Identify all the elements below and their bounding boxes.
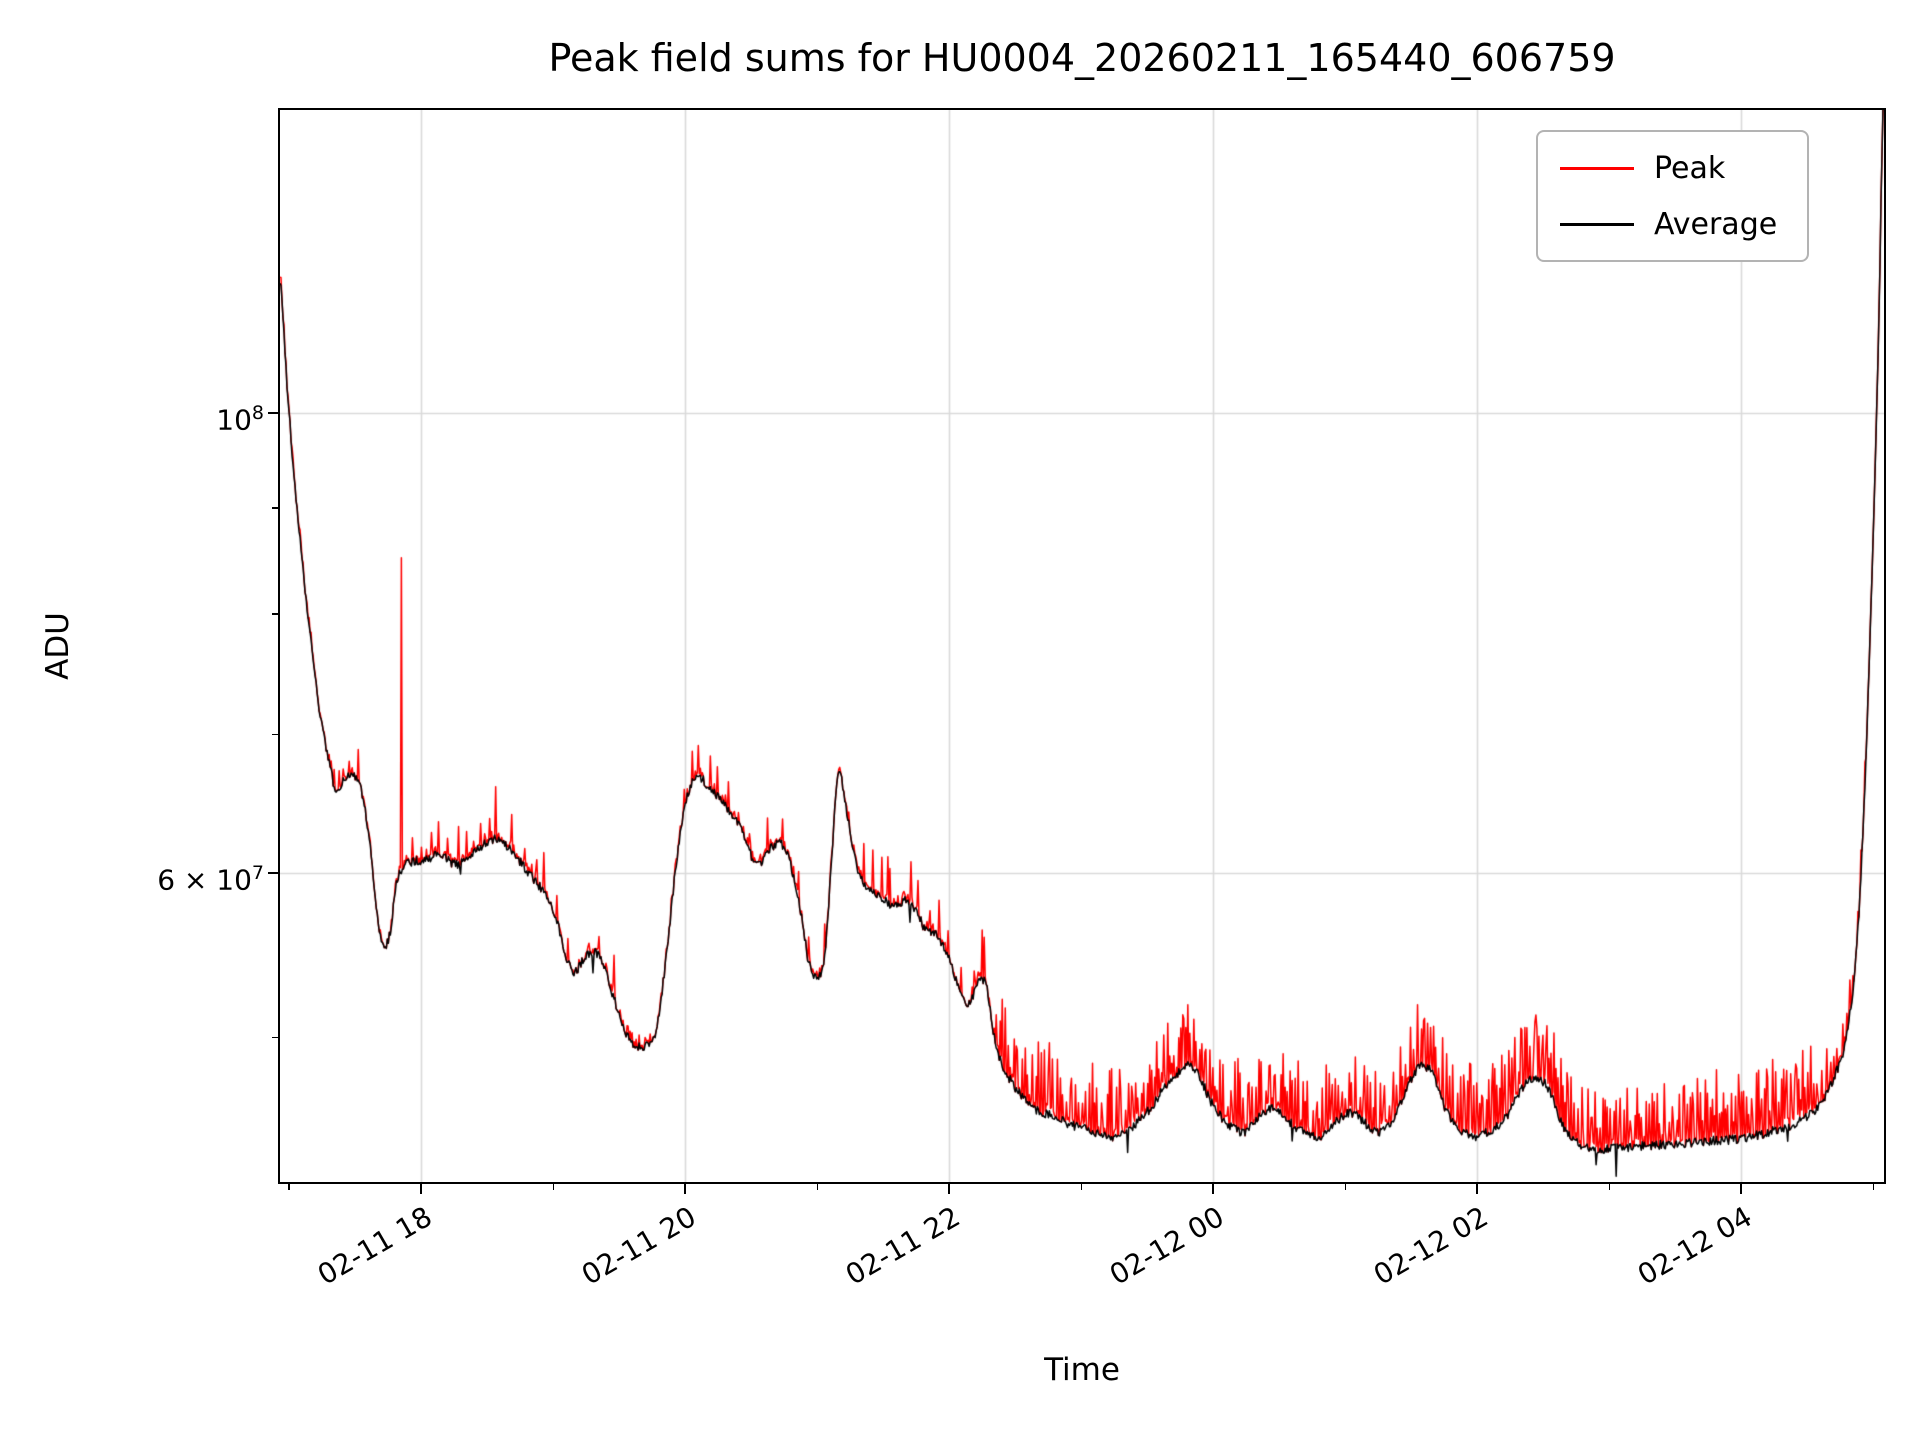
x-axis-label: Time xyxy=(1044,1352,1120,1388)
legend-entry-peak: Peak xyxy=(1560,146,1777,190)
x-tick-label: 02-11 20 xyxy=(576,1200,702,1292)
y-tick-mark xyxy=(268,872,278,875)
y-minor-tick-mark xyxy=(272,1036,278,1039)
average-line-sample xyxy=(1560,222,1634,226)
chart-title: Peak field sums for HU0004_20260211_1654… xyxy=(548,36,1616,80)
plot-canvas xyxy=(280,110,1884,1182)
legend-label-peak: Peak xyxy=(1654,150,1726,186)
x-minor-tick-mark xyxy=(1344,1184,1347,1190)
x-minor-tick-mark xyxy=(552,1184,555,1190)
x-tick-label: 02-11 22 xyxy=(840,1200,966,1292)
y-axis-label: ADU xyxy=(40,612,76,680)
x-tick-mark xyxy=(1212,1184,1215,1194)
x-tick-mark xyxy=(684,1184,687,1194)
x-tick-label: 02-12 00 xyxy=(1104,1200,1230,1292)
legend-label-average: Average xyxy=(1654,206,1778,242)
x-minor-tick-mark xyxy=(288,1184,290,1190)
legend: Peak Average xyxy=(1536,130,1810,262)
x-tick-label: 02-11 18 xyxy=(312,1200,438,1292)
x-tick-mark xyxy=(420,1184,423,1194)
y-minor-tick-mark xyxy=(272,733,278,736)
x-minor-tick-mark xyxy=(1608,1184,1611,1190)
plot-area xyxy=(278,108,1886,1184)
peak-line-sample xyxy=(1560,166,1634,170)
legend-entry-average: Average xyxy=(1560,202,1777,246)
y-tick-mark xyxy=(268,412,278,415)
x-tick-mark xyxy=(1740,1184,1743,1194)
x-tick-label: 02-12 04 xyxy=(1632,1200,1758,1292)
x-tick-mark xyxy=(948,1184,951,1194)
x-minor-tick-mark xyxy=(816,1184,819,1190)
x-tick-mark xyxy=(1476,1184,1479,1194)
y-minor-tick-mark xyxy=(272,613,278,615)
x-minor-tick-mark xyxy=(1872,1184,1875,1190)
y-minor-tick-mark xyxy=(272,507,278,509)
x-minor-tick-mark xyxy=(1080,1184,1083,1190)
y-tick-label: 108 xyxy=(216,402,264,437)
x-tick-label: 02-12 02 xyxy=(1368,1200,1494,1292)
y-tick-label: 6 × 107 xyxy=(157,862,264,897)
